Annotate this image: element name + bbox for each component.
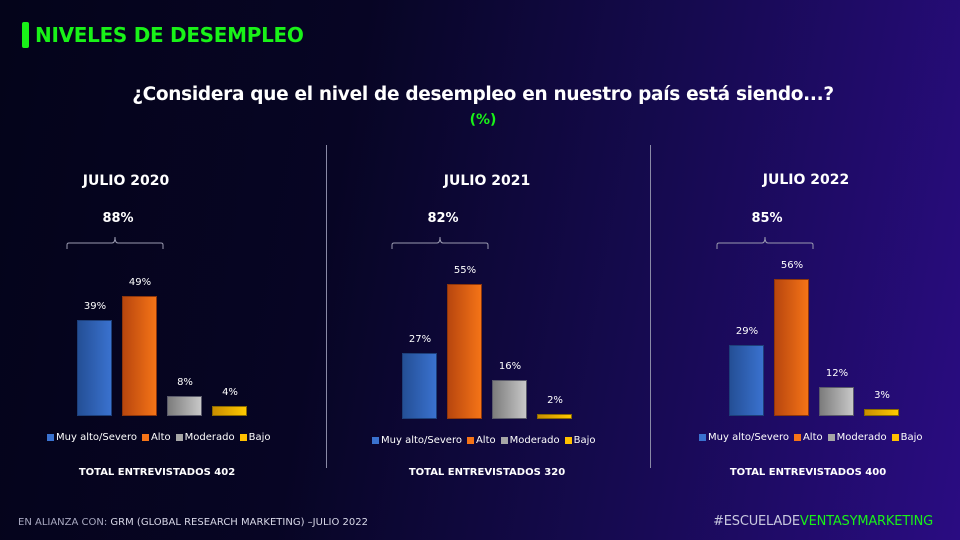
legend-swatch (827, 434, 835, 441)
legend-swatch (793, 434, 801, 441)
bracket-brace (716, 236, 814, 249)
bracket-brace (391, 236, 489, 249)
bar-muy-alto-severo (402, 352, 437, 419)
bar-bajo (864, 408, 899, 416)
bar-muy-alto-severo (729, 344, 764, 416)
total-respondents: TOTAL ENTREVISTADOS 400 (729, 467, 887, 478)
bar-alto (447, 284, 482, 419)
bar-value-label: 55% (453, 265, 477, 277)
legend-item: Moderado (175, 432, 235, 443)
legend-swatch (500, 437, 508, 444)
legend-swatch (47, 434, 54, 441)
legend-label: Muy alto/Severo (381, 435, 462, 446)
legend-label: Moderado (836, 432, 887, 443)
bar-value-label: 4% (222, 387, 238, 399)
bar-muy-alto-severo (77, 320, 112, 416)
legend-label: Moderado (509, 435, 560, 446)
bracket-brace (66, 236, 164, 249)
bar-value-label: 56% (780, 259, 804, 271)
bar-value-label: 2% (547, 395, 563, 407)
legend-item: Bajo (239, 432, 271, 443)
bar-value-label: 27% (408, 333, 432, 345)
bar-value-label: 8% (177, 377, 193, 389)
bar-value-label: 39% (83, 301, 107, 313)
legend-swatch (699, 434, 706, 441)
bar-value-label: 49% (128, 276, 152, 288)
legend-swatch (141, 434, 149, 441)
legend-label: Alto (802, 432, 823, 443)
legend-label: Bajo (573, 435, 596, 446)
bar-value-label: 3% (874, 389, 890, 401)
legend-item: Moderado (500, 435, 560, 446)
chart-legend: Muy alto/Severo Alto Moderado Bajo (699, 432, 927, 443)
page-title: NIVELES DE DESEMPLEO (35, 23, 304, 47)
total-respondents: TOTAL ENTREVISTADOS 320 (408, 467, 566, 478)
legend-swatch (175, 434, 183, 441)
panel-divider (326, 145, 327, 468)
bar-moderado (167, 396, 202, 416)
bar-bajo (537, 414, 572, 419)
hashtag: #ESCUELADEVENTASYMARKETING (713, 514, 933, 529)
legend-swatch (891, 434, 899, 441)
legend-item: Moderado (827, 432, 887, 443)
chart-title: JULIO 2020 (82, 173, 170, 189)
legend-item: Alto (466, 435, 496, 446)
legend-label: Bajo (248, 432, 271, 443)
legend-swatch (239, 434, 247, 441)
legend-swatch (564, 437, 572, 444)
bar-value-label: 12% (825, 367, 849, 379)
chart-title: JULIO 2021 (443, 173, 531, 189)
legend-label: Alto (475, 435, 496, 446)
legend-item: Bajo (891, 432, 923, 443)
bracket-total-label: 85% (751, 211, 783, 226)
bar-alto (774, 278, 809, 416)
legend-label: Bajo (900, 432, 923, 443)
legend-label: Muy alto/Severo (56, 432, 137, 443)
legend-swatch (372, 437, 379, 444)
panel-divider (650, 145, 651, 468)
chart-legend: Muy alto/Severo Alto Moderado Bajo (47, 432, 275, 443)
bar-moderado (819, 386, 854, 416)
total-respondents: TOTAL ENTREVISTADOS 402 (78, 467, 236, 478)
bracket-total-label: 88% (102, 211, 134, 226)
legend-item: Muy alto/Severo (47, 432, 137, 443)
bar-value-label: 16% (498, 360, 522, 372)
legend-label: Moderado (184, 432, 235, 443)
legend-swatch (466, 437, 474, 444)
unit-label: (%) (469, 112, 497, 128)
legend-label: Muy alto/Severo (708, 432, 789, 443)
alliance-prefix: EN ALIANZA CON: (18, 517, 108, 528)
page-header: NIVELES DE DESEMPLEO (22, 22, 304, 48)
hashtag-part1: #ESCUELADE (713, 514, 800, 529)
chart-legend: Muy alto/Severo Alto Moderado Bajo (372, 435, 600, 446)
legend-label: Alto (150, 432, 171, 443)
bar-alto (122, 295, 157, 416)
survey-question: ¿Considera que el nivel de desempleo en … (132, 84, 834, 105)
chart-title: JULIO 2022 (762, 172, 850, 188)
hashtag-part2: VENTASYMARKETING (799, 514, 933, 529)
bar-bajo (212, 406, 247, 416)
bar-moderado (492, 379, 527, 419)
legend-item: Alto (793, 432, 823, 443)
bar-value-label: 29% (735, 325, 759, 337)
legend-item: Muy alto/Severo (372, 435, 462, 446)
legend-item: Alto (141, 432, 171, 443)
legend-item: Muy alto/Severo (699, 432, 789, 443)
title-accent-bar (22, 22, 29, 48)
alliance-text: GRM (GLOBAL RESEARCH MARKETING) –JULIO 2… (107, 517, 368, 528)
legend-item: Bajo (564, 435, 596, 446)
bracket-total-label: 82% (427, 211, 459, 226)
alliance-credit: EN ALIANZA CON: GRM (GLOBAL RESEARCH MAR… (18, 517, 368, 528)
